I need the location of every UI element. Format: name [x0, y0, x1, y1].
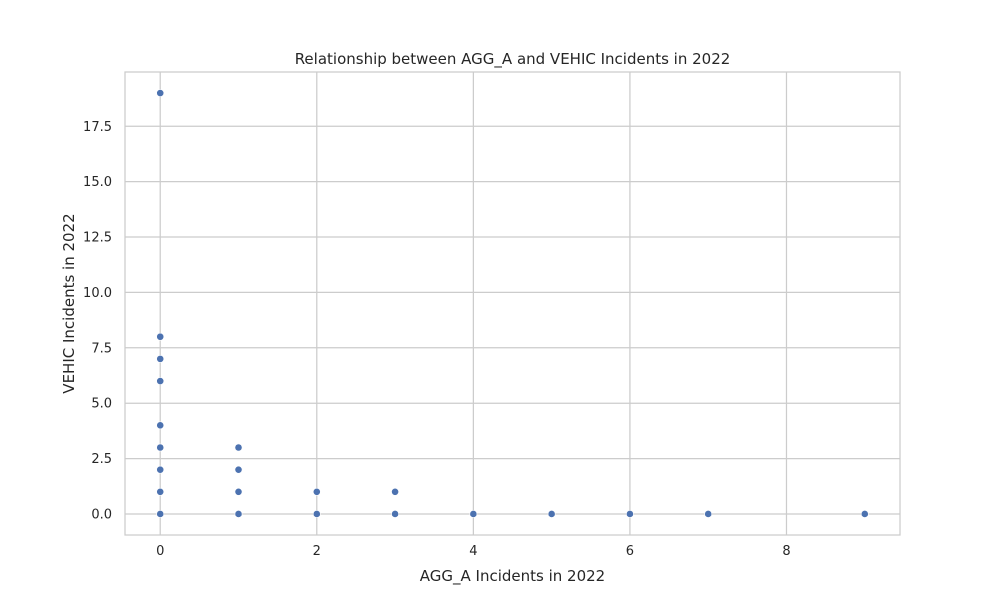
data-point [156, 465, 165, 474]
points-layer [156, 89, 869, 518]
y-tick-label: 10.0 [83, 286, 112, 301]
y-tick-label: 17.5 [83, 120, 112, 135]
data-point [312, 487, 321, 496]
data-point [234, 510, 243, 518]
plot-frame [124, 71, 901, 536]
data-point [391, 510, 399, 518]
y-tick-label: 2.5 [91, 452, 112, 467]
y-tick-label: 15.0 [83, 175, 112, 190]
data-point [547, 510, 556, 518]
data-point [469, 510, 478, 518]
data-point [860, 510, 869, 518]
grid-layer [125, 72, 900, 535]
data-point [312, 510, 321, 518]
y-tick-label: 7.5 [91, 341, 112, 356]
y-tick-label: 12.5 [83, 231, 112, 246]
x-tick-label: 6 [626, 544, 634, 559]
x-tick-label: 2 [313, 544, 321, 559]
data-point [391, 487, 399, 496]
chart-title: Relationship between AGG_A and VEHIC Inc… [295, 50, 731, 69]
data-point [156, 487, 165, 496]
x-tick-label: 4 [469, 544, 477, 559]
data-point [156, 377, 165, 385]
data-point [156, 89, 165, 97]
data-point [156, 443, 165, 452]
data-point [234, 443, 243, 452]
y-axis-label: VEHIC Incidents in 2022 [60, 213, 78, 393]
data-point [156, 421, 165, 430]
x-axis-label: AGG_A Incidents in 2022 [420, 567, 605, 586]
data-point [156, 354, 165, 363]
y-tick-label: 5.0 [91, 397, 112, 412]
tick-labels-layer: 0 2 4 6 8 0.0 2.5 5.0 7.5 10.0 12.5 15.0 17.5 [83, 120, 791, 559]
y-tick-label: 0.0 [91, 507, 112, 522]
data-point [156, 332, 165, 341]
data-point [234, 487, 243, 496]
x-tick-label: 8 [782, 544, 790, 559]
x-tick-label: 0 [156, 544, 164, 559]
data-point [234, 465, 243, 474]
data-point [156, 510, 165, 518]
data-point [704, 510, 713, 518]
data-point [626, 510, 634, 518]
